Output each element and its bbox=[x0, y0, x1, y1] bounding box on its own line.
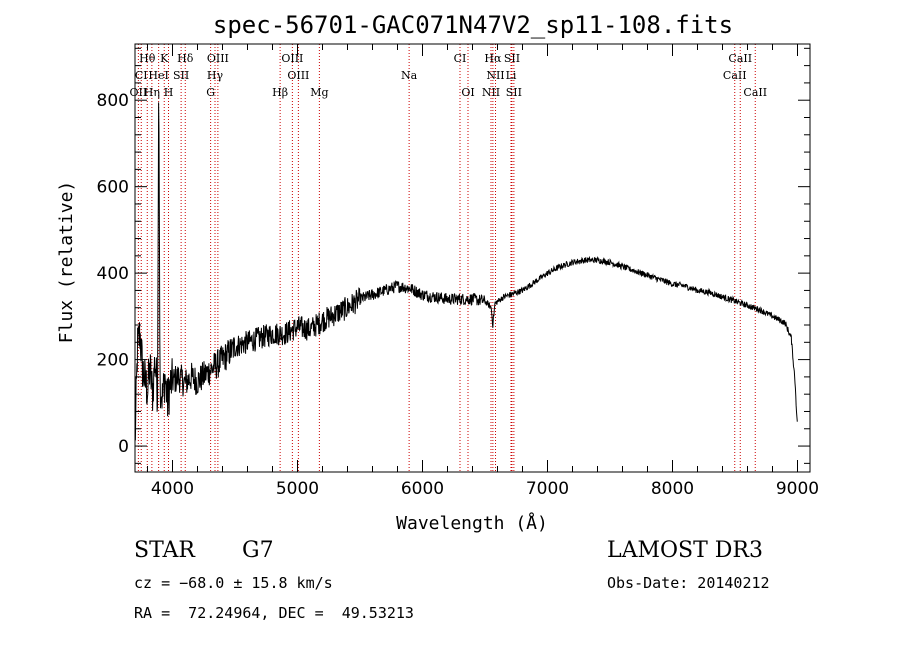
spectrum-line bbox=[134, 102, 798, 441]
radial-velocity: cz = −68.0 ± 15.8 km/s bbox=[134, 574, 333, 592]
y-tick-label: 800 bbox=[97, 91, 129, 111]
object-subclass: G7 bbox=[242, 538, 274, 563]
survey-name: LAMOST DR3 bbox=[607, 538, 763, 563]
line-label: K bbox=[160, 52, 169, 65]
line-label: Hβ bbox=[272, 86, 288, 99]
line-label: OII bbox=[130, 86, 148, 99]
line-label: NII bbox=[482, 86, 500, 99]
y-tick-label: 600 bbox=[97, 178, 129, 198]
line-label: SII bbox=[504, 52, 520, 65]
line-label: Na bbox=[401, 69, 418, 82]
line-label: Hγ bbox=[207, 69, 224, 82]
object-class: STAR bbox=[134, 538, 195, 563]
y-tick-label: 200 bbox=[97, 351, 129, 371]
x-tick-label: 8000 bbox=[651, 479, 694, 499]
x-tick-label: 7000 bbox=[526, 479, 569, 499]
line-label: OI bbox=[461, 86, 474, 99]
line-label: CI bbox=[454, 52, 467, 65]
line-label: OIII bbox=[207, 52, 229, 65]
x-axis-label: Wavelength (Å) bbox=[396, 512, 548, 534]
x-axis-ticks: 4000 5000 6000 7000 8000 9000 bbox=[147, 44, 819, 499]
emission-line-markers bbox=[137, 44, 756, 472]
plot-frame bbox=[134, 43, 811, 473]
line-label: SII bbox=[173, 69, 189, 82]
line-label: CaII bbox=[728, 52, 752, 65]
y-axis-label: Flux (relative) bbox=[56, 181, 77, 344]
line-label: CaII bbox=[723, 69, 747, 82]
y-axis-ticks: 0 200 400 600 800 bbox=[97, 47, 810, 464]
x-tick-label: 5000 bbox=[276, 479, 319, 499]
line-label: H bbox=[164, 86, 174, 99]
x-tick-label: 9000 bbox=[776, 479, 819, 499]
line-label: Mg bbox=[310, 86, 328, 99]
line-label: OIII bbox=[281, 52, 303, 65]
line-label: OIII bbox=[287, 69, 309, 82]
line-label: CaII bbox=[743, 86, 767, 99]
line-label: CI bbox=[135, 69, 148, 82]
observation-date: Obs-Date: 20140212 bbox=[607, 574, 770, 592]
x-tick-label: 6000 bbox=[401, 479, 444, 499]
line-label: NII bbox=[486, 69, 504, 82]
x-tick-label: 4000 bbox=[151, 479, 194, 499]
line-label: Hδ bbox=[177, 52, 194, 65]
line-label: SII bbox=[506, 86, 522, 99]
line-label: Hθ bbox=[139, 52, 156, 65]
y-tick-label: 0 bbox=[118, 437, 129, 457]
line-label: Li bbox=[506, 69, 517, 82]
y-tick-label: 400 bbox=[97, 264, 129, 284]
line-label: Hα bbox=[484, 52, 502, 65]
coordinates: RA = 72.24964, DEC = 49.53213 bbox=[134, 604, 414, 622]
chart-title: spec-56701-GAC071N47V2_sp11-108.fits bbox=[213, 11, 733, 39]
line-label: G bbox=[206, 86, 215, 99]
line-label: HeI bbox=[148, 69, 168, 82]
spectrum-chart: spec-56701-GAC071N47V2_sp11-108.fits 400… bbox=[56, 11, 819, 534]
line-label: Hη bbox=[144, 86, 160, 99]
